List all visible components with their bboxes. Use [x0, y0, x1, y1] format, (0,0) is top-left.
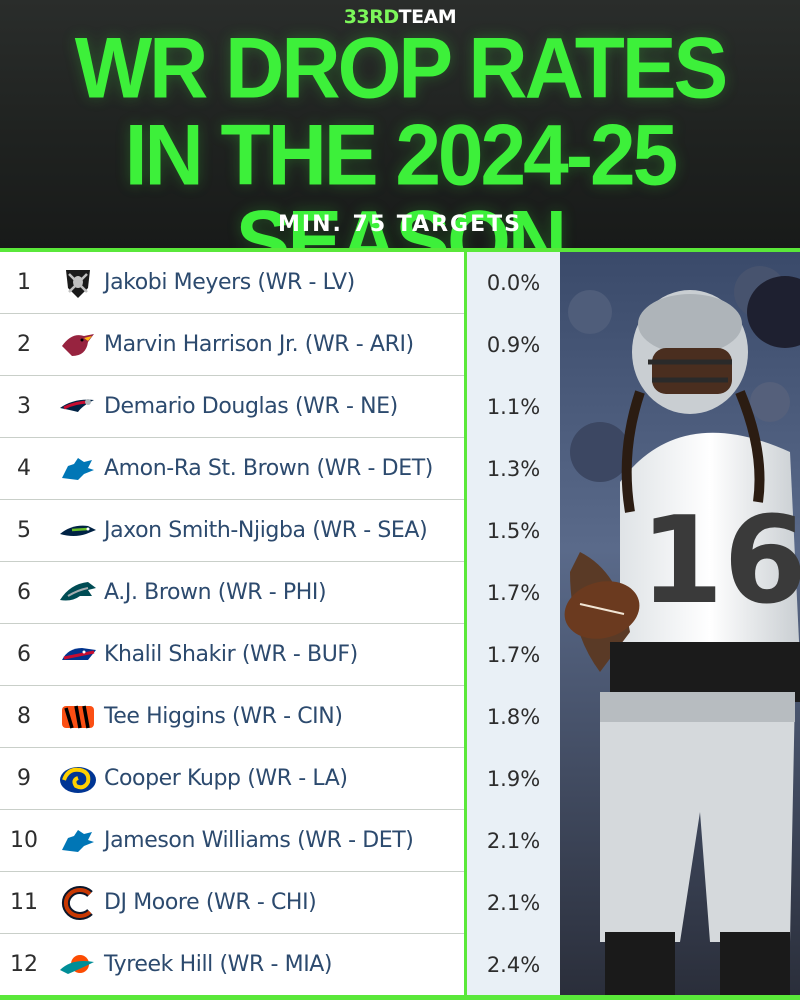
bengals-logo-icon [58, 700, 98, 734]
drop-rate-value: 2.1% [467, 872, 560, 934]
player-name: Tee Higgins (WR - CIN) [104, 704, 343, 729]
seahawks-logo-icon [58, 514, 98, 548]
table-row: 1 Jakobi Meyers (WR - LV) 0.0% [0, 252, 560, 314]
rank-number: 10 [10, 828, 38, 853]
table-row: 3 Demario Douglas (WR - NE) 1.1% [0, 376, 560, 438]
table-row: 5 Jaxon Smith-Njigba (WR - SEA) 1.5% [0, 500, 560, 562]
dolphins-logo-icon [58, 948, 98, 982]
player-name: Jameson Williams (WR - DET) [104, 828, 414, 853]
rank-number: 3 [17, 394, 31, 419]
rank-number: 9 [17, 766, 31, 791]
player-name: Jakobi Meyers (WR - LV) [104, 270, 355, 295]
drop-rate-value: 2.4% [467, 934, 560, 996]
player-name: Marvin Harrison Jr. (WR - ARI) [104, 332, 414, 357]
table-row: 6 A.J. Brown (WR - PHI) 1.7% [0, 562, 560, 624]
player-name: DJ Moore (WR - CHI) [104, 890, 317, 915]
rank-number: 4 [17, 456, 31, 481]
lions-logo-icon [58, 824, 98, 858]
player-name: Cooper Kupp (WR - LA) [104, 766, 348, 791]
drop-rate-value: 1.3% [467, 438, 560, 500]
drop-rate-table: 1 Jakobi Meyers (WR - LV) 0.0% 2 Marvin Harr… [0, 252, 560, 996]
subtitle: MIN. 75 TARGETS [278, 212, 522, 237]
drop-rate-value: 1.7% [467, 624, 560, 686]
raiders-logo-icon [58, 266, 98, 300]
cardinals-logo-icon [58, 328, 98, 362]
rank-number: 6 [17, 580, 31, 605]
patriots-logo-icon [58, 390, 98, 424]
player-name: Tyreek Hill (WR - MIA) [104, 952, 333, 977]
rank-number: 5 [17, 518, 31, 543]
drop-rate-value: 1.5% [467, 500, 560, 562]
drop-rate-value: 1.8% [467, 686, 560, 748]
bills-logo-icon [58, 638, 98, 672]
lions-logo-icon [58, 452, 98, 486]
player-name: Amon-Ra St. Brown (WR - DET) [104, 456, 433, 481]
header: 33RDTEAM WR DROP RATES IN THE 2024-25 SE… [0, 0, 800, 285]
svg-text:16: 16 [640, 492, 800, 631]
drop-rate-value: 2.1% [467, 810, 560, 872]
table-row: 2 Marvin Harrison Jr. (WR - ARI) 0.9% [0, 314, 560, 376]
drop-rate-value: 1.9% [467, 748, 560, 810]
player-name: Demario Douglas (WR - NE) [104, 394, 398, 419]
header-divider [0, 248, 800, 252]
drop-rate-value: 0.0% [467, 252, 560, 314]
footer-divider [0, 995, 800, 1000]
bears-logo-icon [58, 886, 98, 920]
page-title-line-2: IN THE 2024-25 SEASON [124, 107, 679, 290]
table-row: 10 Jameson Williams (WR - DET) 2.1% [0, 810, 560, 872]
column-divider [464, 252, 467, 995]
table-row: 12 Tyreek Hill (WR - MIA) 2.4% [0, 934, 560, 996]
table-row: 9 Cooper Kupp (WR - LA) 1.9% [0, 748, 560, 810]
drop-rate-value: 1.1% [467, 376, 560, 438]
eagles-logo-icon [58, 576, 98, 610]
player-name: Khalil Shakir (WR - BUF) [104, 642, 358, 667]
drop-rate-value: 1.7% [467, 562, 560, 624]
table-row: 4 Amon-Ra St. Brown (WR - DET) 1.3% [0, 438, 560, 500]
rank-number: 6 [17, 642, 31, 667]
player-name: Jaxon Smith-Njigba (WR - SEA) [104, 518, 428, 543]
table-row: 11 DJ Moore (WR - CHI) 2.1% [0, 872, 560, 934]
brand-logo: 33RDTEAM [343, 6, 457, 28]
rank-number: 2 [17, 332, 31, 357]
player-name: A.J. Brown (WR - PHI) [104, 580, 327, 605]
rank-number: 12 [10, 952, 38, 977]
player-photo: 16 [560, 252, 800, 995]
rank-number: 8 [17, 704, 31, 729]
table-row: 6 Khalil Shakir (WR - BUF) 1.7% [0, 624, 560, 686]
player-photo-illustration: 16 [560, 252, 800, 995]
page-title-line-1: WR DROP RATES [74, 20, 728, 117]
drop-rate-value: 0.9% [467, 314, 560, 376]
rank-number: 1 [17, 270, 31, 295]
rank-number: 11 [10, 890, 38, 915]
rams-logo-icon [58, 762, 98, 796]
table-row: 8 Tee Higgins (WR - CIN) 1.8% [0, 686, 560, 748]
